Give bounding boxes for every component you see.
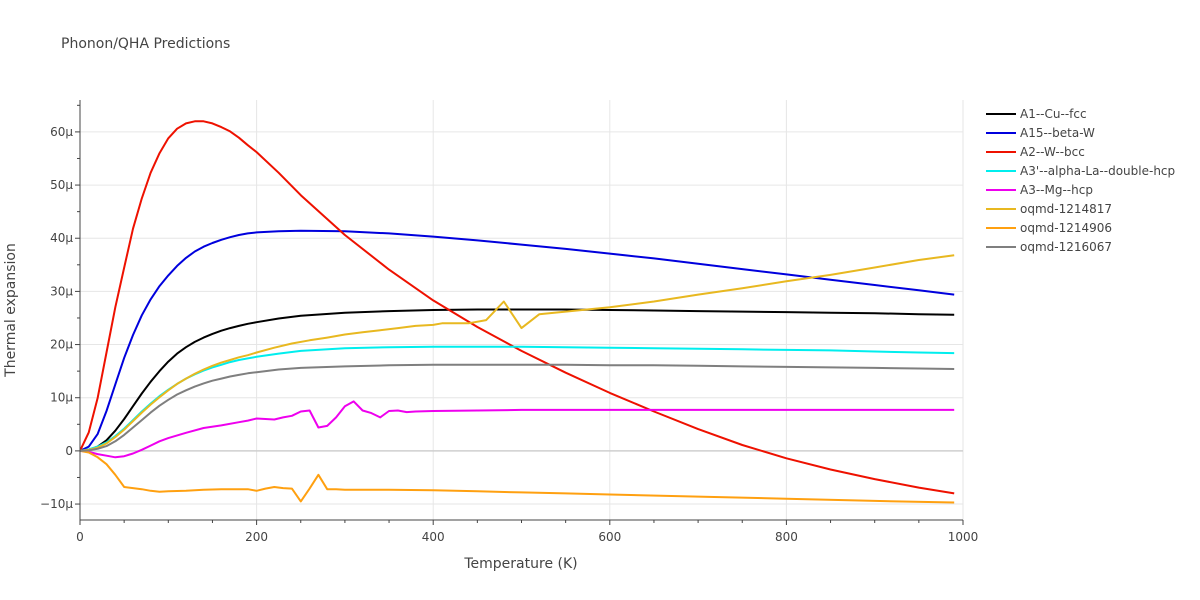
legend[interactable]: A1--Cu--fcc A15--beta-W A2--W--bcc A3'--alp… [986, 107, 1175, 254]
legend-item[interactable]: A1--Cu--fcc [986, 107, 1087, 121]
x-tick-label: 600 [598, 530, 621, 544]
legend-item[interactable]: oqmd-1214817 [986, 202, 1112, 216]
legend-label: A2--W--bcc [1020, 145, 1085, 159]
y-axis-title: Thermal expansion [3, 243, 19, 378]
y-gridlines [80, 131, 963, 505]
x-tick-label: 200 [245, 530, 268, 544]
legend-item[interactable]: A15--beta-W [986, 126, 1095, 140]
chart-title: Phonon/QHA Predictions [61, 36, 231, 52]
series-line-a3-alpha-la-double-hcp[interactable] [80, 345, 955, 452]
y-tick-label: 20μ [50, 338, 73, 352]
legend-label: oqmd-1214817 [1020, 202, 1112, 216]
series-line-a1-cu-fcc[interactable] [80, 308, 955, 452]
series-lines [80, 120, 955, 504]
series-line-a3-mg-hcp[interactable] [80, 400, 955, 459]
legend-item[interactable]: oqmd-1214906 [986, 221, 1112, 235]
x-tick-label: 400 [422, 530, 445, 544]
legend-label: A1--Cu--fcc [1020, 107, 1087, 121]
legend-item[interactable]: A3'--alpha-La--double-hcp [986, 164, 1175, 178]
x-ticks: 0 200 400 600 800 1000 [76, 520, 978, 544]
y-tick-label: 30μ [50, 284, 73, 298]
series-line-a2-w-bcc[interactable] [80, 120, 955, 495]
legend-label: A15--beta-W [1020, 126, 1095, 140]
x-axis-title: Temperature (K) [463, 556, 577, 572]
legend-label: A3--Mg--hcp [1020, 183, 1093, 197]
series-line-a15-beta-w[interactable] [80, 229, 955, 452]
y-tick-label: 50μ [50, 178, 73, 192]
y-tick-label: 0 [65, 444, 73, 458]
x-tick-label: 0 [76, 530, 84, 544]
y-tick-label: 60μ [50, 125, 73, 139]
legend-label: oqmd-1214906 [1020, 221, 1112, 235]
x-tick-label: 800 [775, 530, 798, 544]
y-tick-label: −10μ [40, 497, 73, 511]
y-tick-label: 40μ [50, 231, 73, 245]
legend-item[interactable]: A2--W--bcc [986, 145, 1085, 159]
series-line-oqmd-1214906[interactable] [80, 449, 955, 504]
y-tick-label: 10μ [50, 391, 73, 405]
legend-label: oqmd-1216067 [1020, 240, 1112, 254]
y-ticks: −10μ 0 10μ 20μ 30μ 40μ 50μ 60μ [40, 104, 80, 511]
x-tick-label: 1000 [948, 530, 979, 544]
legend-label: A3'--alpha-La--double-hcp [1020, 164, 1175, 178]
series-line-oqmd-1216067[interactable] [80, 363, 955, 452]
legend-item[interactable]: A3--Mg--hcp [986, 183, 1093, 197]
series-line-oqmd-1214817[interactable] [80, 254, 955, 452]
legend-item[interactable]: oqmd-1216067 [986, 240, 1112, 254]
